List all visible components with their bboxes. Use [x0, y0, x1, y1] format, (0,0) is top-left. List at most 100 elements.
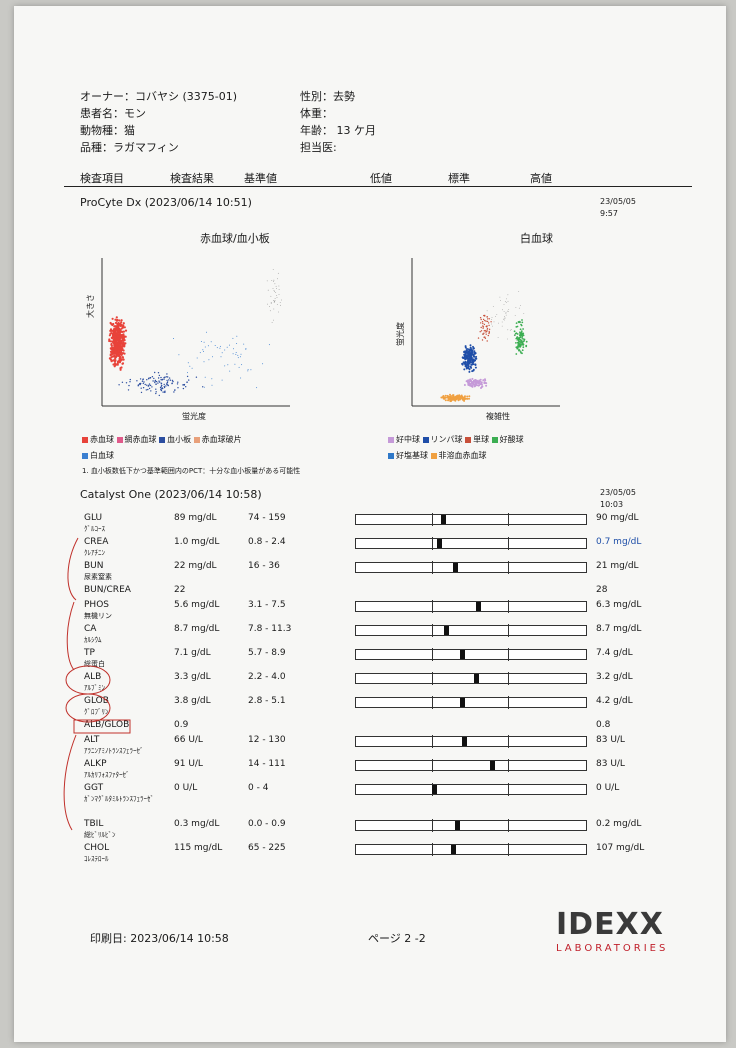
procyte-title: ProCyte Dx (2023/06/14 10:51): [80, 196, 252, 209]
test-result: 3.8 g/dL: [174, 696, 211, 706]
test-code: BUN/CREA: [84, 585, 131, 595]
catalyst-prev-date: 23/05/05: [600, 488, 636, 497]
result-marker: [441, 515, 447, 524]
test-name: ｱﾙｶﾘﾌｫｽﾌｧﾀｰｾﾞ: [84, 771, 130, 779]
range-bar: [355, 537, 587, 550]
wbc-plot-title: 白血球: [520, 232, 553, 245]
test-ref: 7.8 - 11.3: [248, 624, 292, 634]
test-code: CREA: [84, 537, 109, 547]
legend-plt: 血小板: [159, 435, 191, 444]
col-ref: 基準値: [244, 172, 277, 185]
range-tick: [431, 648, 433, 661]
range-tick: [507, 537, 509, 550]
test-code: ALT: [84, 735, 100, 745]
test-ref: 74 - 159: [248, 513, 286, 523]
test-name: ｸﾚｱﾁﾆﾝ: [84, 549, 105, 557]
wbc-point-cloud: [440, 291, 528, 403]
test-result: 8.7 mg/dL: [174, 624, 220, 634]
test-name: ｸﾞﾛﾌﾞﾘﾝ: [84, 708, 109, 716]
weight: 体重：: [300, 107, 333, 120]
test-prev: 83 U/L: [596, 735, 625, 745]
legend-nrbc: 非溶血赤血球: [430, 451, 487, 460]
test-ref: 65 - 225: [248, 843, 286, 853]
test-prev: 28: [596, 585, 608, 595]
test-prev: 6.3 mg/dL: [596, 600, 642, 610]
idexx-logo: IDEXX LABORATORIES: [556, 907, 669, 955]
test-code: GLOB: [84, 696, 109, 706]
test-prev: 83 U/L: [596, 759, 625, 769]
test-result: 7.1 g/dL: [174, 648, 211, 658]
breed: 品種：ラガマフィン: [80, 141, 179, 154]
test-code: PHOS: [84, 600, 109, 610]
result-marker: [436, 539, 442, 548]
legend-eos: 好酸球: [491, 435, 524, 444]
range-bar: [355, 819, 587, 832]
test-prev: 107 mg/dL: [596, 843, 645, 853]
range-tick: [431, 624, 433, 637]
test-ref: 14 - 111: [248, 759, 286, 769]
test-name: ｸﾞﾙｺｰｽ: [84, 525, 105, 533]
rbc-scatter-plot: [101, 258, 290, 407]
result-marker: [475, 602, 481, 611]
wbc-legend: 好中球 リンパ球 単球 好酸球: [388, 435, 524, 445]
test-prev: 0.7 mg/dL: [596, 537, 642, 547]
range-bar: [355, 672, 587, 685]
range-tick: [431, 561, 433, 574]
range-bar: [355, 696, 587, 709]
test-name: ｱﾗﾆﾝｱﾐﾉﾄﾗﾝｽﾌｪﾗｰｾﾞ: [84, 747, 144, 755]
result-marker: [459, 698, 465, 707]
procyte-note: 1. 血小板数低下かつ基準範囲内のPCT：十分な血小板量がある可能性: [82, 467, 301, 475]
test-ref: 16 - 36: [248, 561, 280, 571]
catalyst-title: Catalyst One (2023/06/14 10:58): [80, 488, 262, 501]
test-prev: 0 U/L: [596, 783, 620, 793]
range-tick: [431, 537, 433, 550]
doctor: 担当医:: [300, 141, 337, 154]
range-tick: [507, 843, 509, 856]
wbc-legend-2: 好塩基球 非溶血赤血球: [388, 451, 487, 461]
test-code: ALKP: [84, 759, 107, 769]
test-ref: 5.7 - 8.9: [248, 648, 286, 658]
range-tick: [507, 648, 509, 661]
owner-name: オーナー：コバヤシ (3375-01): [80, 90, 238, 103]
result-marker: [459, 650, 465, 659]
range-bar: [355, 561, 587, 574]
range-tick: [431, 672, 433, 685]
test-result: 0 U/L: [174, 783, 198, 793]
species: 動物種：猫: [80, 124, 135, 137]
result-marker: [473, 674, 479, 683]
wbc-scatter-plot: [411, 258, 560, 407]
range-tick: [507, 672, 509, 685]
rbc-x-label: 蛍光度: [182, 412, 206, 421]
rbc-legend: 赤血球 網赤血球 血小板 赤血球破片: [82, 435, 242, 445]
range-tick: [507, 624, 509, 637]
legend-wbc: 白血球: [82, 451, 114, 460]
print-date: 印刷日: 2023/06/14 10:58: [90, 932, 229, 945]
test-ref: 2.8 - 5.1: [248, 696, 286, 706]
range-bar: [355, 648, 587, 661]
test-result: 66 U/L: [174, 735, 203, 745]
range-bar: [355, 735, 587, 748]
range-tick: [431, 819, 433, 832]
col-normal: 標準: [448, 172, 470, 185]
result-marker: [455, 821, 461, 830]
age: 年齢： 13 ケ月: [300, 124, 376, 137]
result-marker: [432, 785, 438, 794]
test-prev: 7.4 g/dL: [596, 648, 633, 658]
handwritten-annotations: [63, 537, 131, 831]
test-name: ｺﾚｽﾃﾛｰﾙ: [84, 855, 109, 863]
page-number: ページ 2 -2: [368, 932, 426, 945]
range-bar: [355, 624, 587, 637]
range-tick: [507, 819, 509, 832]
range-tick: [507, 696, 509, 709]
range-tick: [507, 759, 509, 772]
test-code: ALB: [84, 672, 102, 682]
test-ref: 0 - 4: [248, 783, 269, 793]
range-tick: [431, 513, 433, 526]
test-result: 3.3 g/dL: [174, 672, 211, 682]
test-prev: 0.2 mg/dL: [596, 819, 642, 829]
test-prev: 90 mg/dL: [596, 513, 639, 523]
result-marker: [450, 845, 456, 854]
col-result: 検査結果: [170, 172, 214, 185]
col-low: 低値: [370, 172, 392, 185]
test-prev: 0.8: [596, 720, 611, 730]
